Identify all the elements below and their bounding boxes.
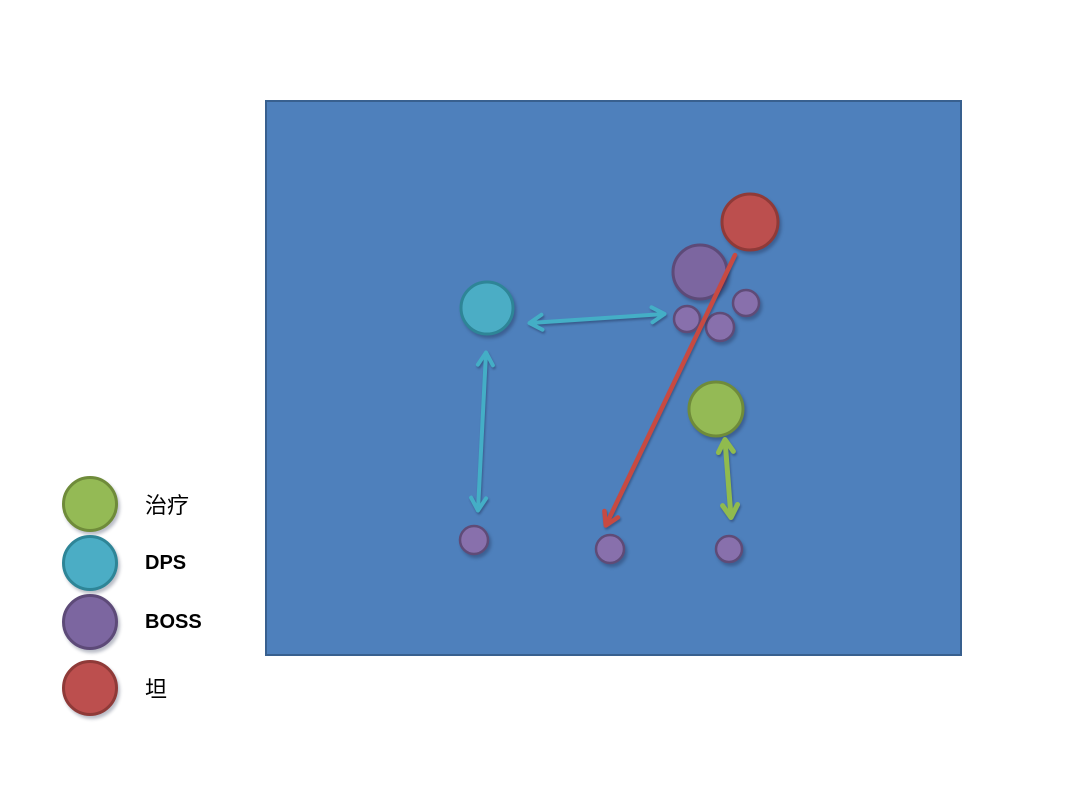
arrow-teal-double-arrow — [527, 305, 667, 332]
boss-small-circle — [672, 304, 702, 334]
dps-circle — [459, 280, 515, 336]
tank-swatch-icon — [62, 660, 118, 716]
boss-small-circle — [704, 311, 736, 343]
boss-small-circle — [594, 533, 626, 565]
healer-circle — [687, 380, 745, 438]
boss-swatch-icon — [62, 594, 118, 650]
boss-small-circle — [458, 524, 490, 556]
legend-label-boss: BOSS — [145, 610, 202, 633]
tank-circle — [720, 192, 780, 252]
arrow-red-arrow — [602, 252, 738, 528]
boss-small-circle — [714, 534, 744, 564]
arrow-green-double-arrow — [715, 437, 741, 520]
dps-swatch-icon — [62, 535, 118, 591]
legend-item-tank: 坦 — [62, 660, 167, 716]
legend-item-healer: 治疗 — [62, 476, 189, 532]
legend-label-dps: DPS — [145, 551, 187, 574]
circles-layer — [458, 192, 780, 565]
legend-label-healer: 治疗 — [145, 493, 190, 518]
boss-small-circle — [731, 288, 761, 318]
arrows-layer — [469, 252, 741, 528]
legend-item-boss: BOSS — [62, 594, 202, 650]
battle-board — [265, 100, 962, 656]
healer-swatch-icon — [62, 476, 118, 532]
board-svg — [458, 192, 780, 565]
legend-item-dps: DPS — [62, 535, 186, 591]
arrow-teal-double-arrow — [469, 350, 495, 513]
legend-label-tank: 坦 — [145, 677, 168, 702]
